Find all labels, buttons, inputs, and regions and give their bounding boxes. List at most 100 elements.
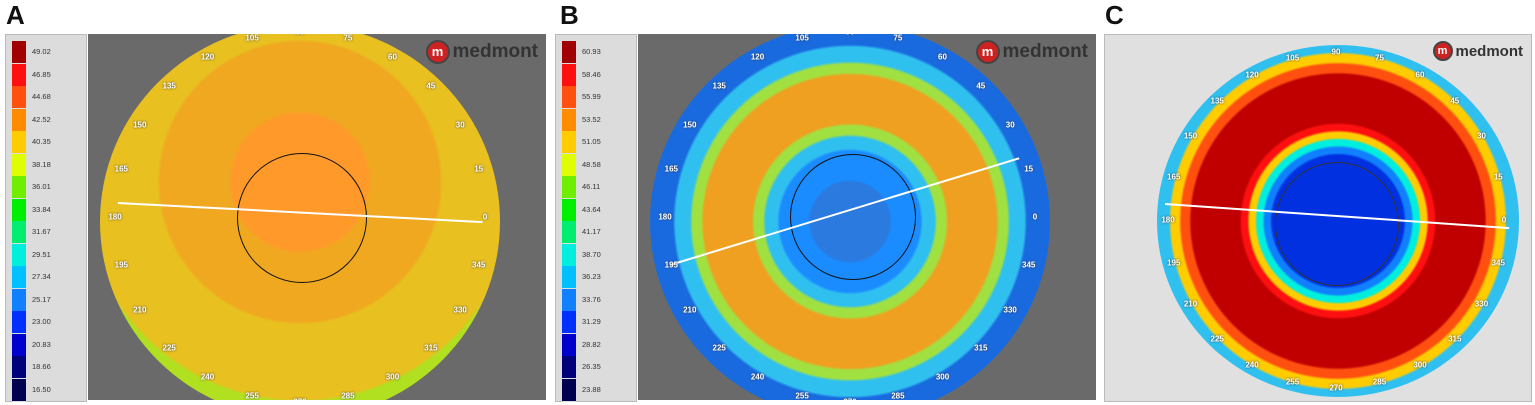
angle-label: 30	[1477, 131, 1486, 141]
angle-label: 0	[1501, 215, 1507, 225]
angle-label: 0	[482, 212, 488, 222]
scale-value: 43.64	[582, 204, 601, 214]
angle-label: 45	[1450, 96, 1460, 106]
scale-value: 60.93	[582, 47, 601, 56]
angle-label: 150	[133, 120, 147, 129]
pupil-ring	[237, 153, 367, 283]
scale-value: 29.51	[32, 249, 51, 259]
angle-label: 330	[453, 305, 467, 314]
angle-label: 270	[843, 398, 856, 401]
angle-label: 195	[1167, 258, 1181, 268]
scale-value: 25.17	[32, 294, 51, 304]
panel-letter: B	[560, 0, 579, 30]
angle-label: 180	[108, 212, 122, 222]
angle-label: 315	[1448, 334, 1462, 344]
angle-label: 315	[424, 343, 438, 353]
scale-value: 31.29	[582, 317, 601, 326]
scale-value: 51.05	[582, 137, 601, 146]
scale-value: 46.85	[32, 69, 51, 79]
scale-swatch	[562, 243, 576, 267]
scale-swatch	[12, 221, 26, 244]
scale-swatch	[12, 176, 26, 199]
color-scale: 49.02 46.85 44.68 42.52 40.35 38.18 36.01 33.84…	[5, 34, 87, 402]
color-scale: 60.93 58.46 55.99 53.52 51.05 48.58 46.11 43.64…	[555, 34, 637, 402]
angle-label: 225	[1210, 334, 1224, 344]
angle-label: 150	[683, 120, 697, 129]
scale-value: 26.35	[582, 362, 601, 371]
angle-label: 210	[133, 305, 147, 314]
angle-label: 195	[664, 260, 678, 270]
angle-label: 240	[750, 372, 765, 382]
medmont-logo: m medmont	[425, 40, 538, 64]
angle-label: 255	[1285, 377, 1300, 387]
angle-label: 300	[935, 372, 950, 382]
angle-label: 150	[1183, 131, 1198, 141]
angle-label: 75	[343, 34, 353, 43]
scale-swatch	[12, 333, 26, 357]
angle-label: 330	[1003, 305, 1017, 314]
angle-label: 135	[162, 81, 176, 91]
angle-label: 330	[1474, 299, 1489, 309]
angle-label: 285	[891, 391, 905, 400]
angle-label: 165	[1167, 172, 1181, 182]
scale-value: 55.99	[582, 92, 601, 101]
angle-label: 240	[1245, 360, 1259, 370]
angle-label: 60	[1415, 70, 1425, 79]
scale-swatch	[12, 108, 26, 132]
angle-label: 135	[1210, 96, 1224, 106]
scale-swatch	[562, 131, 576, 154]
scale-swatch	[12, 131, 26, 154]
angle-label: 195	[114, 260, 128, 270]
angle-label: 90	[1331, 47, 1341, 57]
difference-map: m medmont 0 15 30 45 60 75 90 105 120 135 150 165 180…	[1104, 34, 1532, 402]
angle-label: 120	[200, 52, 215, 62]
scale-value: 49.02	[32, 47, 51, 56]
scale-swatch	[12, 63, 26, 87]
scale-swatch	[12, 243, 26, 267]
scale-swatch	[12, 86, 26, 109]
scale-swatch	[562, 266, 576, 289]
scale-swatch	[12, 198, 26, 222]
scale-value: 48.58	[582, 159, 601, 169]
angle-label: 75	[893, 34, 903, 43]
angle-label: 255	[245, 391, 259, 400]
angle-label: 270	[1329, 383, 1343, 393]
scale-value: 16.50	[32, 384, 51, 394]
scale-value: 20.83	[32, 339, 51, 349]
angle-label: 135	[712, 81, 726, 91]
angle-label: 180	[1161, 215, 1175, 225]
scale-value: 41.17	[582, 227, 601, 236]
scale-swatch	[562, 86, 576, 109]
medmont-logo: m medmont	[975, 40, 1088, 64]
panel-letter: A	[6, 0, 25, 30]
angle-label: 0	[1032, 212, 1038, 222]
scale-swatch	[562, 63, 576, 87]
scale-value: 38.70	[582, 249, 601, 259]
angle-label: 285	[1372, 377, 1387, 387]
scale-swatch	[562, 288, 576, 312]
scale-swatch	[562, 198, 576, 222]
angle-label: 90	[296, 34, 305, 37]
angle-label: 210	[1183, 299, 1198, 309]
scale-swatch	[12, 378, 26, 402]
angle-label: 105	[245, 34, 259, 43]
angle-label: 120	[750, 52, 765, 62]
angle-label: 105	[1285, 53, 1300, 63]
angle-label: 15	[474, 164, 484, 174]
angle-label: 90	[846, 34, 855, 37]
scale-swatch	[12, 41, 26, 64]
scale-value: 38.18	[32, 159, 51, 169]
angle-label: 30	[455, 120, 465, 129]
angle-label: 210	[683, 305, 697, 314]
scale-swatch	[562, 378, 576, 402]
scale-value: 33.84	[32, 204, 51, 214]
angle-label: 45	[426, 81, 436, 91]
scale-value: 58.46	[582, 69, 601, 79]
scale-value: 28.82	[582, 339, 601, 349]
scale-swatch	[12, 311, 26, 334]
angle-label: 270	[293, 398, 306, 401]
scale-value: 23.00	[32, 317, 51, 326]
angle-label: 345	[1491, 258, 1505, 268]
angle-label: 255	[795, 391, 809, 400]
angle-label: 15	[1493, 172, 1503, 182]
